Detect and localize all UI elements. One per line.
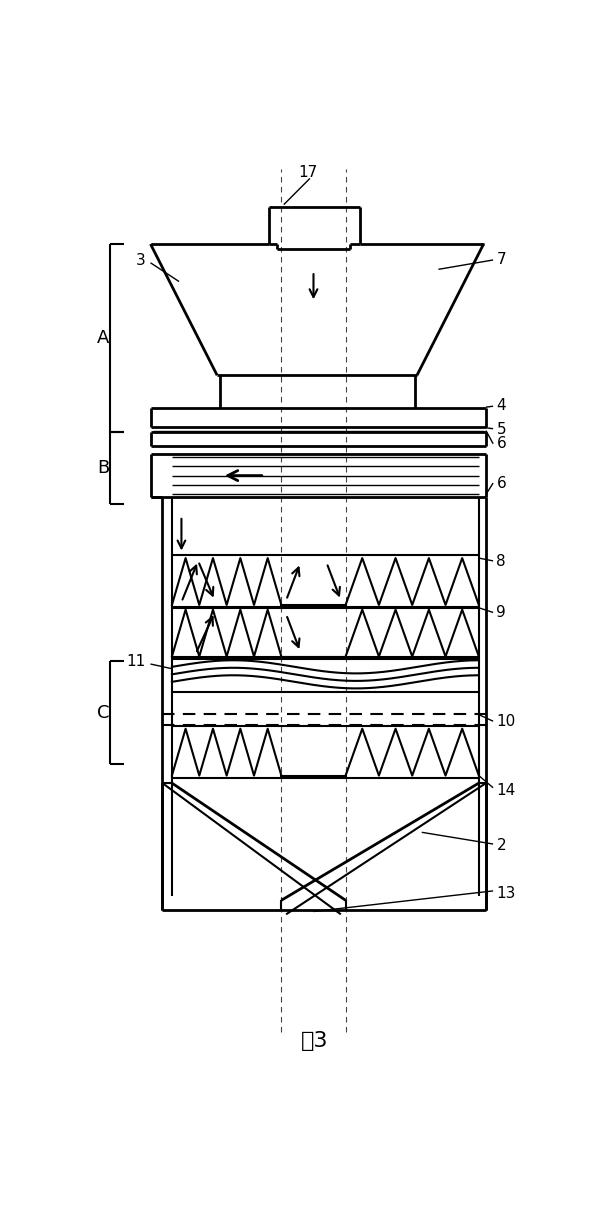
Text: 2: 2: [497, 837, 506, 853]
Text: 4: 4: [497, 398, 506, 413]
Text: C: C: [96, 703, 109, 722]
Text: 9: 9: [497, 605, 506, 621]
Text: 8: 8: [497, 554, 506, 568]
Text: B: B: [97, 459, 109, 477]
Text: 3: 3: [136, 253, 146, 268]
Text: 17: 17: [298, 164, 317, 180]
Text: 13: 13: [497, 886, 516, 901]
Text: 6: 6: [497, 476, 506, 490]
Text: 7: 7: [497, 252, 506, 267]
Text: 5: 5: [497, 421, 506, 437]
Text: A: A: [97, 329, 109, 347]
Text: 14: 14: [497, 783, 516, 797]
Text: 图3: 图3: [301, 1031, 328, 1051]
Text: 11: 11: [126, 654, 146, 669]
Text: 6: 6: [497, 436, 506, 450]
Text: 10: 10: [497, 714, 516, 729]
